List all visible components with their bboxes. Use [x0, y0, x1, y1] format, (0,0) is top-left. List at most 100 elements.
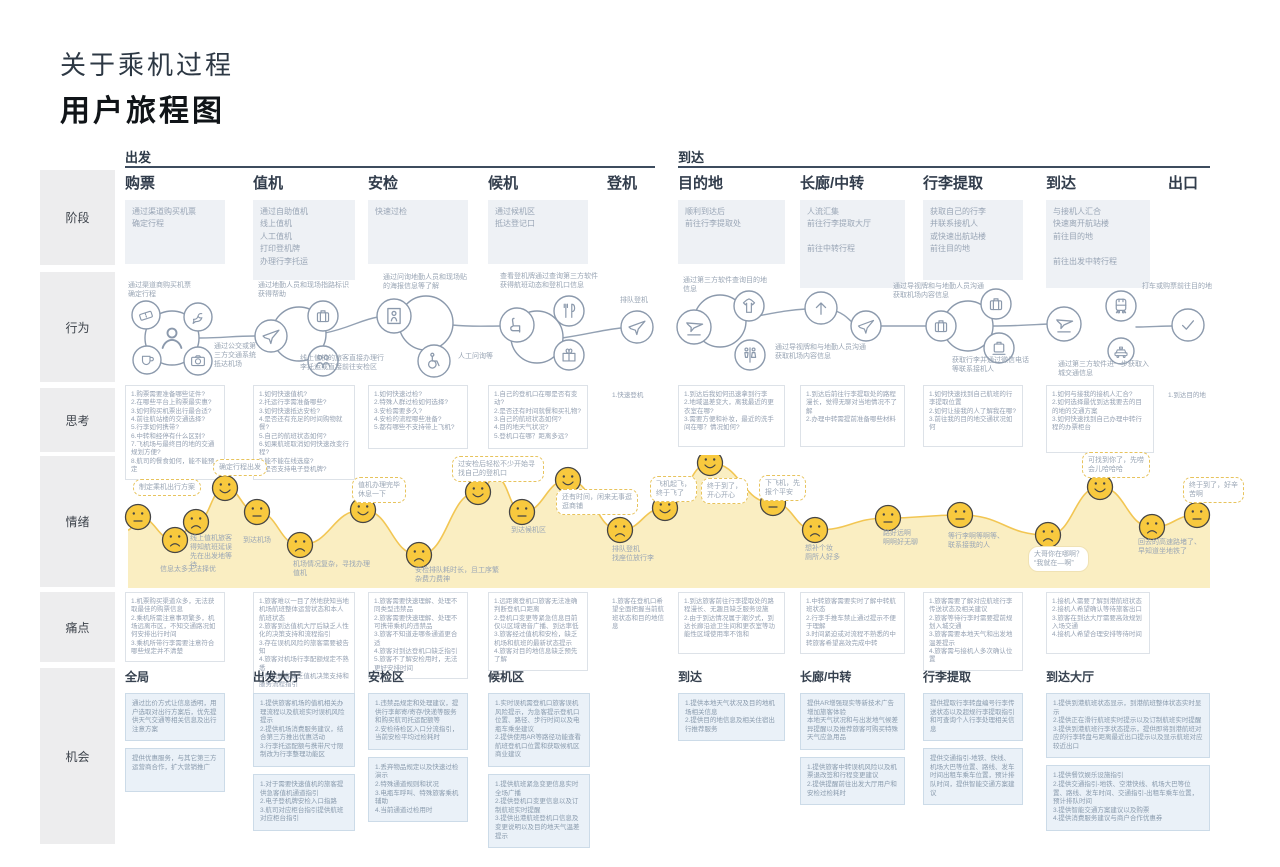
stage-buy-ticket: 购票: [125, 175, 156, 192]
landing-plane-icon: [676, 309, 712, 345]
pain-box: 1.中转旅客需要实时了解中转航班状态 2.行李手推车禁止通过提示不便于理解 3.…: [800, 592, 905, 654]
emotion-face-sad: [1138, 513, 1166, 541]
opportunity-box: 1.提供本地天气状况及目的地机场相关信息 2.提供目的地信息及相关住宿出行推荐服…: [678, 693, 785, 742]
row-label-thoughts: 思考: [40, 388, 115, 452]
stage-boarding: 登机: [607, 175, 638, 192]
arrow-up-icon: [804, 291, 838, 325]
stage-waiting: 候机: [488, 175, 519, 192]
checkmark-icon: [1171, 308, 1205, 342]
emotion-curve-chart: [124, 455, 1211, 588]
dove-icon: [183, 302, 213, 332]
opportunity-header: 长廊/中转: [800, 670, 852, 684]
emotion-bubble: 终于到了，好辛 苦啊: [1183, 477, 1244, 504]
emotion-face-sad: [161, 526, 189, 554]
stage-exit: 出口: [1168, 175, 1199, 192]
emotion-face-happy: [696, 455, 724, 477]
emotion-note: 机场情况复杂，寻找办理值机: [293, 561, 370, 578]
opportunity-box: 提供提取行李转盘编号行李传送状态以及超规行李提取指引和可查询个人行李处理相关信息: [923, 693, 1023, 742]
emotion-face-flat: [124, 503, 152, 531]
pain-box: 1.旅客需要了解对应航班行李传送状态及相关建议 2.旅客等待行李时需要提前规划入…: [923, 592, 1023, 671]
emotion-face-flat: [243, 498, 271, 526]
behavior-connectors: [198, 308, 1174, 339]
emotion-face-flat: [874, 504, 902, 532]
thought-box: 1.如何快速找到自己航班的行李提取位置 2.如何让接我的人了解我在哪? 3.前往…: [923, 385, 1023, 447]
opportunity-column-baggage-claim: 行李提取 提供提取行李转盘编号行李传送状态以及超规行李提取指引和可查询个人行李处…: [923, 668, 1023, 806]
opportunity-box: 提供优惠服务，与其它第三方运营商合作，扩大营销推广: [125, 748, 225, 793]
behavior-note: 查看登机牌通过查询第三方软件获得航班动态和登机口信息: [500, 273, 598, 290]
luggage-question-icon: [980, 288, 1012, 320]
opportunity-column-security-area: 安检区 1.违禁品规定和处理建议，提供行李邮寄/寄存/快递等服务和购买航司托运配…: [368, 668, 468, 823]
emotion-note: 到达候机区: [511, 527, 546, 534]
emotion-bubble: 值机办理完毕 休息一下: [352, 477, 406, 504]
seat-icon: [499, 307, 535, 343]
emotion-note: 回去的高速路堵了、 早知道坐地铁了: [1138, 539, 1201, 556]
emotion-note: 排队登机 找座位放行李: [612, 546, 654, 563]
behavior-note: 线上值机的旅客直接办理行李托运或直接前往安检区: [300, 355, 384, 372]
opportunity-box: 提供交通指引-地铁、快线、机场大巴等位置、路线、发车时间出租车乘车位置，预计排队…: [923, 748, 1023, 806]
opportunity-box: 1.实时误机需登机口旅客误机风险提示，为急客提示登机口位置、路径、步行时间以及电…: [488, 693, 590, 768]
behavior-note: 通过第三方软件进一步获取入城交通信息: [1058, 361, 1149, 378]
stage-corridor: 长廊/中转: [800, 175, 865, 192]
stage-desc: 顺利到达后 前往行李提取处: [678, 200, 785, 264]
row-label-opportunities: 机会: [40, 668, 115, 844]
opportunity-box: 1.丢弃物品规定以及快速过检演示 2.特殊通道规则和状况 3.电瓶车呼叫、特殊旅…: [368, 756, 468, 823]
pain-box: 1.远距离登机口旅客无法准确判断登机口距离 2.登机口变更等紧急信息目前仅以区域…: [488, 592, 588, 671]
emotion-note: 想补个妆 厕所人好多: [805, 545, 840, 562]
taxi-icon: [1107, 337, 1135, 365]
thought-box: 1.自己的登机口在哪是否有变动? 2.是否还有时间就餐和买礼物? 3.自己的航班…: [488, 385, 588, 449]
suitcase-icon: [307, 300, 339, 332]
pain-box: 1.接机人需要了解到港航班状态 2.接机人希望确认等待旅客出口 3.旅客在到达大…: [1046, 592, 1150, 654]
behavior-note: 通过导视牌和与地勤人员沟通获取机场内容信息: [775, 344, 866, 361]
camera-icon: [183, 346, 213, 376]
stage-desc: 与接机人汇合 快速离开航站楼 前往目的地 前往出发中转行程: [1046, 200, 1150, 288]
emotion-bubble: 制定乘机出行方案: [133, 479, 201, 497]
emotion-face-sad: [405, 541, 433, 569]
emotion-note: 等行李啊等啊等、 联系接我的人: [948, 533, 1004, 550]
emotion-face-sad: [606, 516, 634, 544]
pain-box: 1.到达旅客前往行李提取处的路程漫长、无趣且缺乏服务设施 2.由于到达情况属于潮…: [678, 592, 785, 654]
stage-security: 安检: [368, 175, 399, 192]
behavior-note: 通过公交或第三方交通系统抵达机场: [214, 343, 256, 369]
emotion-face-happy: [1086, 473, 1114, 501]
emotion-area: [128, 463, 1210, 588]
opportunity-column-global: 全局 通过比价方式让信息透明，用户选取对出行方案后，优先提供天气交通等相关信息及…: [125, 668, 225, 793]
stage-check-in: 值机: [253, 175, 284, 192]
page-subtitle: 关于乘机过程: [60, 50, 235, 80]
behavior-flow: [131, 288, 1205, 378]
restaurant-icon: [553, 295, 585, 327]
stage-baggage: 行李提取: [923, 175, 984, 192]
emotion-bubble: 大哥你在哪啊？ “我就在—啊”: [1028, 546, 1089, 573]
luggage-scale-icon: [983, 332, 1015, 364]
opportunity-header: 到达大厅: [1046, 670, 1095, 684]
pain-box: 1.旅客需要快速理解、处理不同类型违禁品 2.旅客需要快速理解、处理不可携带乘机…: [368, 592, 468, 679]
plane-icon: [254, 319, 288, 353]
behavior-note: 通过导视牌和与地勤人员沟通获取机场内容信息: [893, 283, 984, 300]
behavior-note: 通过第三方软件查询目的地信息: [683, 277, 767, 294]
opportunity-column-departure-hall: 出发大厅 1.提供旅客机场的值机相关办理流程以及航班实时误机风险提示 2.提供机…: [253, 668, 355, 831]
emotion-bubble: 还有时间，闲来无事逛逛商铺: [556, 489, 638, 516]
opportunity-column-waiting-area: 候机区 1.实时误机需登机口旅客误机风险提示，为急客提示登机口位置、路径、步行时…: [488, 668, 590, 849]
opportunity-box: 1.对于需要快速值机的旅客提供急客值机通道指引 2.电子登机牌安检入口指路 3.…: [253, 774, 355, 831]
stage-desc: 人流汇集 前往行李提取大厅 前往中转行程: [800, 200, 905, 288]
emotion-note: 路好远啊 啊啊好无聊: [883, 530, 918, 547]
thought-box: 1.如何与接我的接机人汇合? 2.如何选择最优到达我要去的目的地的交通方案 3.…: [1046, 385, 1154, 453]
opportunity-header: 全局: [125, 670, 150, 684]
boarding-plane-icon: [620, 310, 654, 344]
luggage-icon: [925, 310, 957, 342]
emotion-note: 到达机场: [243, 537, 271, 544]
stage-desc: 获取自己的行李 并联系接机人 或快速出航站楼 前往目的地: [923, 200, 1023, 280]
pain-note: 1.旅客在登机口希望全面把握当前航班状态和目的地信息: [612, 598, 664, 631]
opportunity-header: 出发大厅: [253, 670, 302, 684]
emotion-note: 信息太多无法择优: [160, 566, 216, 573]
emotion-face-flat: [1183, 501, 1211, 529]
emotion-bubble: 可找到你了，先唠 会儿哈哈哈: [1082, 452, 1150, 479]
stage-destination: 目的地: [678, 175, 724, 192]
behavior-note: 通过地勤人员和现场指路标识获得帮助: [258, 282, 349, 299]
row-label-pains: 痛点: [40, 592, 115, 662]
thought-box: 1.如何快速值机? 2.托运行李需准备哪些? 3.如何快速抵达安检? 4.是否还…: [253, 385, 355, 481]
landing-plane-icon: [1046, 306, 1082, 342]
ticket-icon: [131, 300, 161, 330]
pain-box: 1.旅客难以一目了然地获知当地机场航班整体运营状态和本人航班状态 2.旅客到达值…: [253, 592, 355, 696]
behavior-note: 人工问询等: [458, 353, 493, 360]
